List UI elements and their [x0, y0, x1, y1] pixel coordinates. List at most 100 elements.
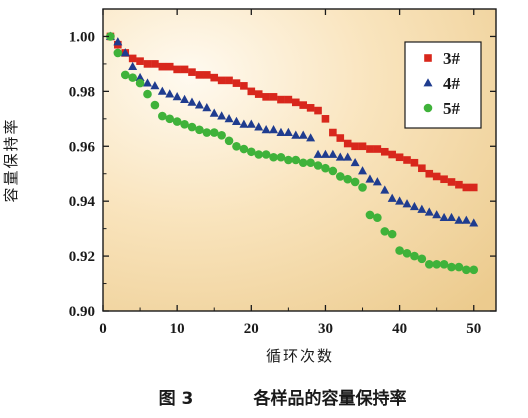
data-point — [410, 158, 419, 167]
legend-marker — [423, 103, 433, 113]
data-point — [136, 57, 144, 65]
data-point — [462, 183, 471, 192]
data-point — [291, 98, 300, 107]
legend-marker — [424, 54, 432, 62]
data-point — [372, 177, 382, 186]
data-point — [276, 152, 286, 162]
data-point — [203, 71, 211, 79]
data-point — [217, 130, 226, 140]
data-point — [380, 227, 390, 236]
data-point — [447, 262, 456, 272]
data-point — [424, 260, 434, 269]
data-point — [328, 166, 338, 176]
data-point — [172, 117, 182, 126]
figure-caption-label: 图 3 — [159, 389, 194, 409]
data-point — [299, 101, 308, 109]
data-point — [313, 161, 323, 170]
data-point — [224, 136, 234, 146]
data-point — [120, 48, 130, 57]
data-point — [291, 130, 301, 139]
data-point — [343, 152, 353, 161]
data-point — [469, 218, 479, 227]
data-point — [402, 249, 412, 258]
data-point — [269, 152, 278, 162]
data-point — [432, 260, 441, 269]
data-point — [150, 81, 160, 90]
data-point — [113, 37, 123, 46]
data-point — [254, 90, 263, 98]
data-point — [261, 125, 271, 134]
data-point — [432, 210, 442, 219]
data-point — [194, 100, 204, 109]
data-point — [240, 82, 248, 90]
data-point — [246, 119, 256, 128]
data-point — [135, 72, 145, 82]
data-point — [447, 178, 456, 186]
x-tick-label: 30 — [318, 321, 333, 337]
data-point — [142, 78, 152, 87]
data-point — [135, 78, 145, 88]
data-point — [439, 260, 449, 269]
data-point — [298, 130, 308, 139]
data-point — [314, 106, 322, 115]
data-point — [217, 111, 227, 120]
data-point — [358, 142, 367, 151]
plot-frame — [102, 8, 497, 312]
legend-marker — [423, 78, 433, 87]
data-point — [165, 114, 175, 124]
data-point — [387, 193, 397, 202]
data-point — [395, 153, 404, 162]
data-point — [202, 103, 212, 112]
data-point — [188, 68, 196, 76]
data-point — [469, 183, 478, 192]
data-point — [298, 158, 308, 168]
figure-caption-text: 各样品的容量保持率 — [253, 388, 407, 409]
data-point — [469, 265, 479, 275]
data-point — [173, 65, 181, 74]
data-point — [277, 95, 285, 104]
legend-item-4: 4# — [423, 74, 461, 93]
data-point — [195, 125, 204, 135]
data-point — [231, 116, 241, 125]
data-point — [150, 100, 160, 110]
x-tick-label: 40 — [392, 321, 407, 337]
data-point — [350, 157, 360, 167]
data-point — [225, 76, 233, 85]
x-tick-label: 10 — [170, 321, 185, 337]
data-point — [254, 150, 264, 159]
data-point — [269, 125, 279, 134]
data-point — [239, 144, 249, 154]
data-point — [284, 155, 293, 165]
data-point — [247, 147, 256, 157]
data-point — [418, 164, 426, 173]
x-tick-label: 20 — [244, 321, 259, 337]
data-point — [395, 196, 405, 205]
legend: 3# 4# 5# — [404, 41, 482, 129]
data-point — [262, 93, 270, 101]
data-point — [291, 155, 301, 165]
data-point — [366, 145, 374, 153]
data-point — [403, 156, 411, 164]
data-point — [165, 89, 175, 98]
data-point — [157, 86, 167, 95]
legend-label: 5# — [443, 99, 461, 118]
data-point — [232, 79, 241, 87]
data-point — [447, 212, 457, 222]
data-point — [387, 229, 397, 239]
data-point — [172, 92, 182, 101]
data-point — [321, 115, 330, 123]
data-point — [462, 265, 471, 275]
data-point — [329, 128, 337, 137]
data-point — [180, 120, 189, 129]
data-point — [217, 76, 226, 85]
data-point — [321, 163, 330, 173]
y-tick-label: 1.00 — [69, 29, 95, 45]
y-axis-title: 容量保持率 — [2, 117, 20, 202]
data-point — [239, 119, 249, 128]
legend-label: 4# — [443, 74, 461, 93]
data-point — [402, 199, 412, 208]
data-point — [410, 251, 419, 261]
data-point — [439, 212, 449, 222]
data-point — [328, 149, 338, 158]
data-point — [335, 172, 345, 181]
